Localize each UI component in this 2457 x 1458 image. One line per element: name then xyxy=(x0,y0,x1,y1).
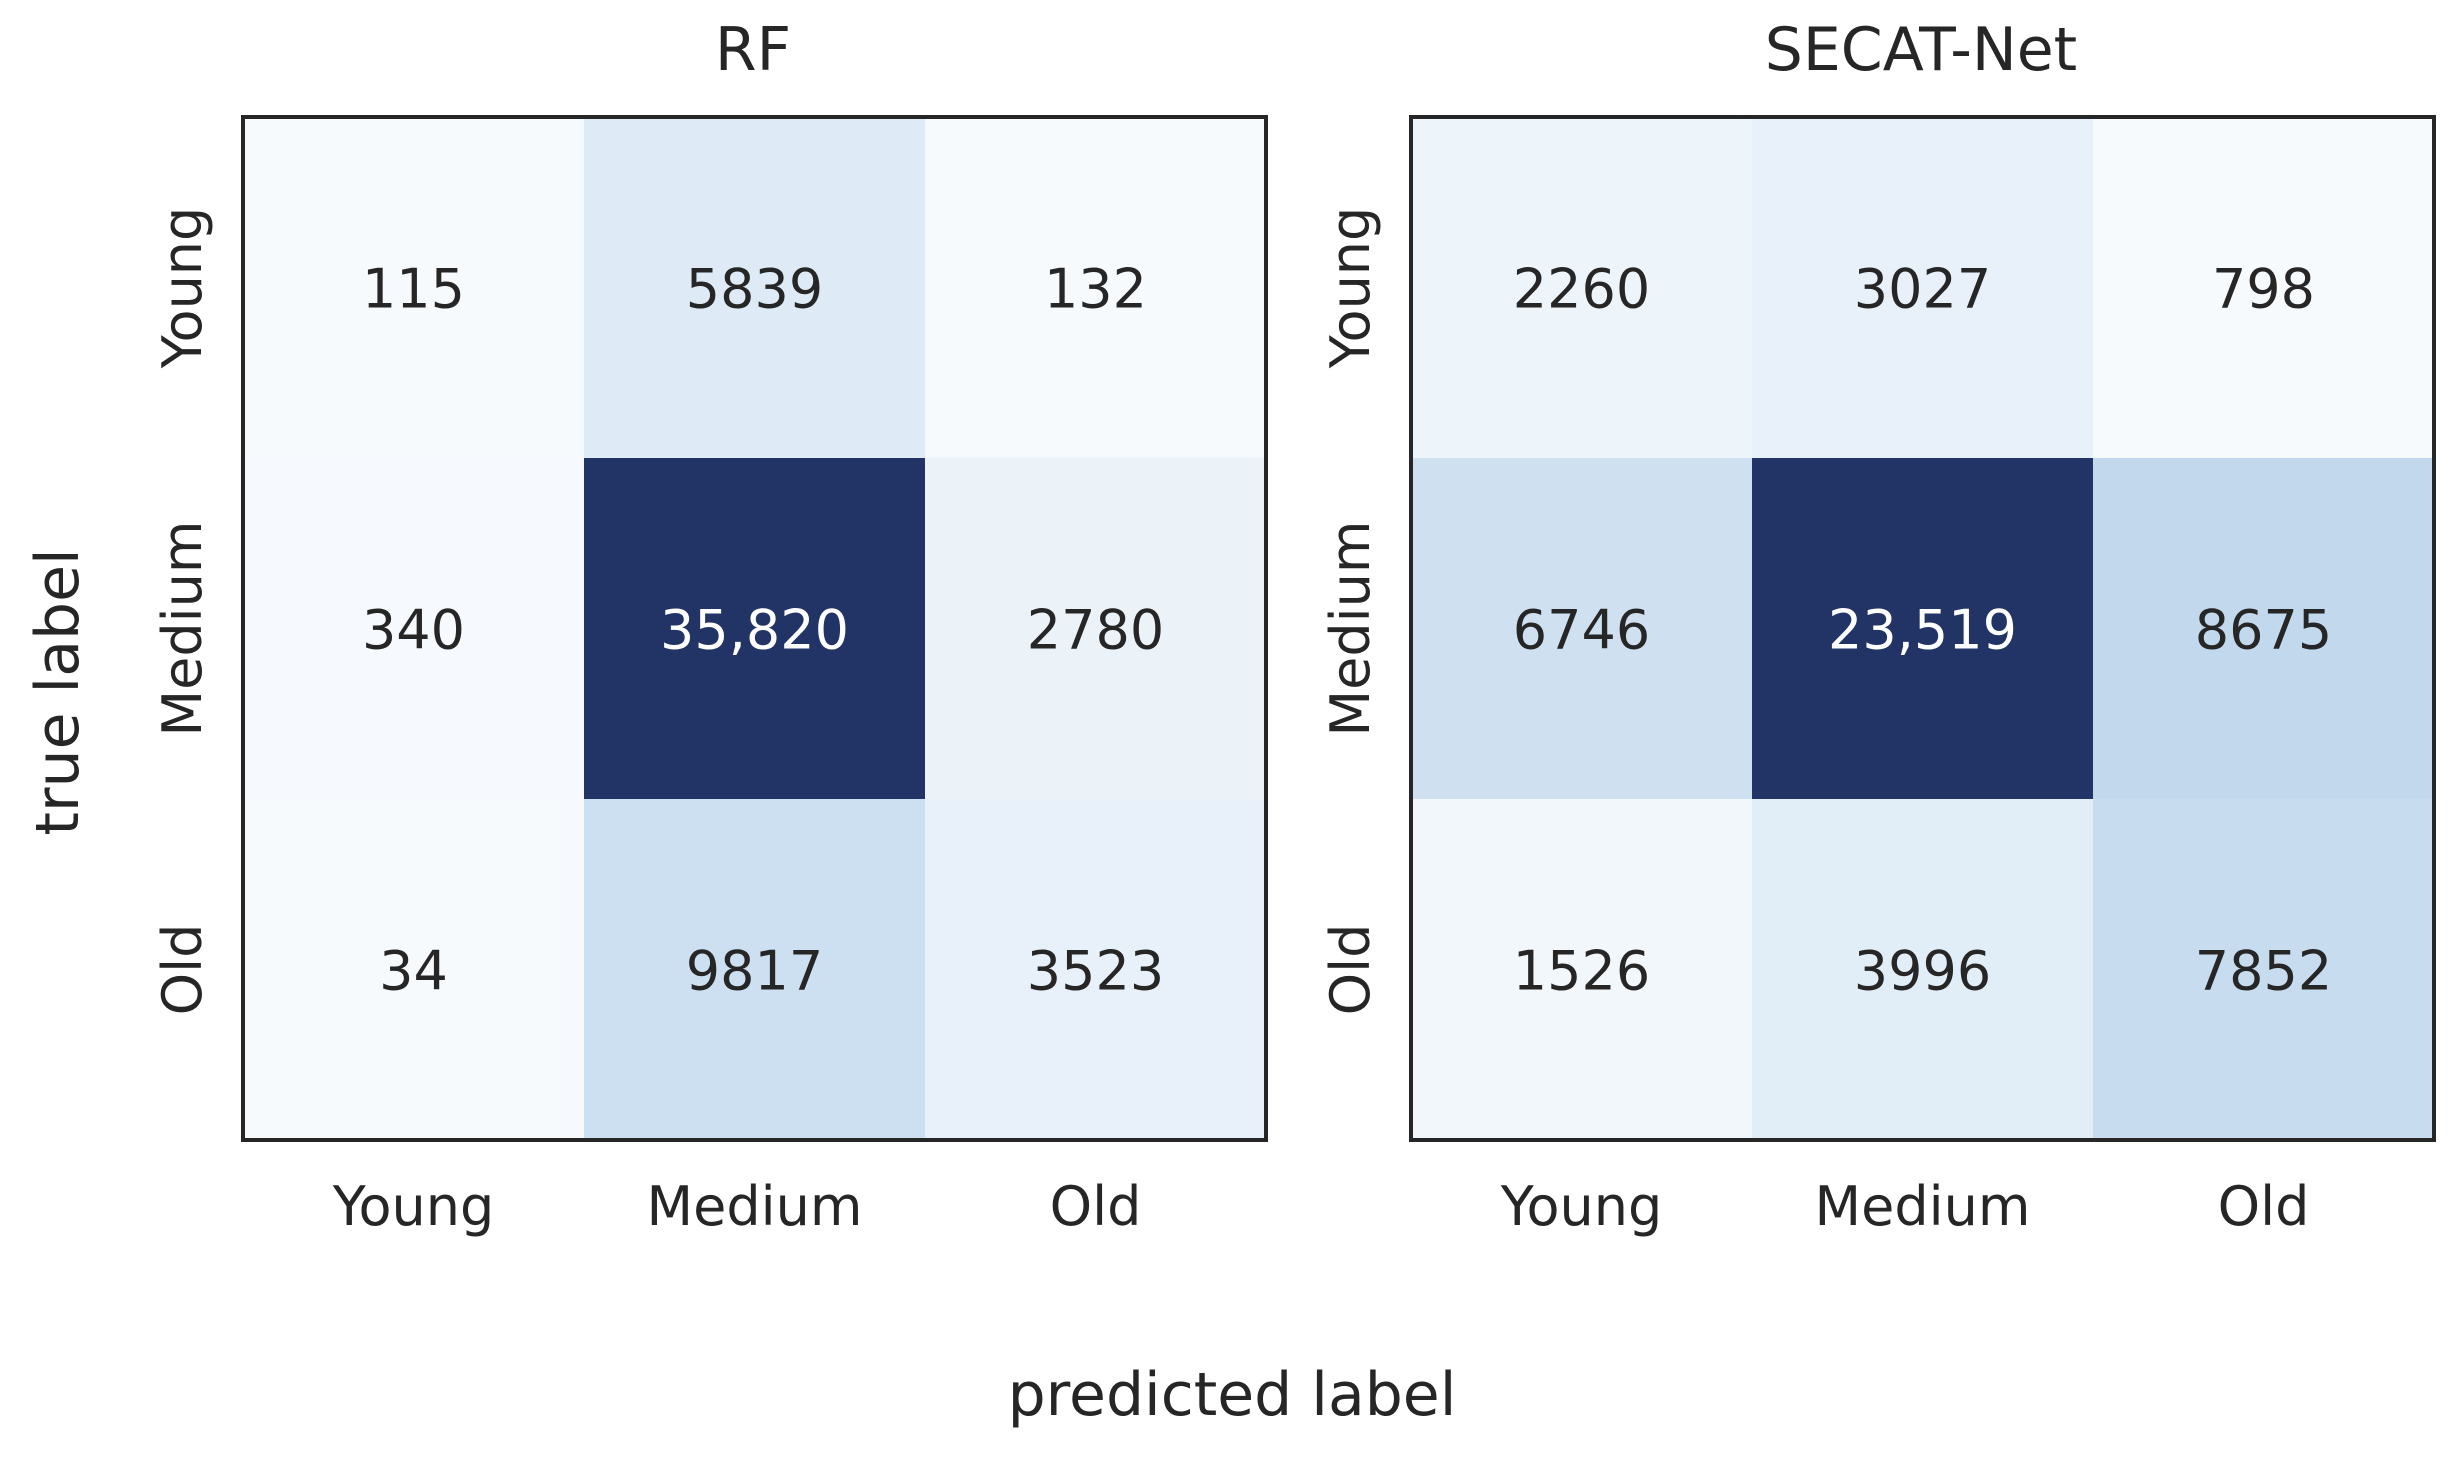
y-tick-label: Young xyxy=(151,207,214,370)
panel-title-rf: RF xyxy=(715,15,791,85)
x-tick-label: Old xyxy=(2218,1175,2310,1238)
heatmap-cell xyxy=(1752,458,2094,800)
cell-value-label: 6746 xyxy=(1513,599,1650,662)
x-tick-label: Medium xyxy=(647,1175,863,1238)
x-axis-label: predicted label xyxy=(1008,1360,1457,1430)
heatmap-cell xyxy=(925,458,1267,800)
cell-value-label: 798 xyxy=(2212,258,2315,321)
cell-value-label: 5839 xyxy=(686,258,823,321)
x-tick-label: Young xyxy=(332,1175,495,1238)
cell-value-label: 132 xyxy=(1044,258,1147,321)
x-tick-label: Old xyxy=(1050,1175,1142,1238)
panel-title-secat-net: SECAT-Net xyxy=(1765,15,2077,85)
cell-value-label: 7852 xyxy=(2195,940,2332,1003)
x-tick-label: Medium xyxy=(1815,1175,2031,1238)
y-tick-label: Young xyxy=(1319,207,1382,370)
heatmap-cell xyxy=(243,458,585,800)
heatmap-cell xyxy=(1752,799,2094,1141)
heatmap-panel-rf: 115 5839 132 340 35,820 2780 34 9817 3523 Young Me… xyxy=(151,115,1268,1238)
heatmap-cell xyxy=(1411,117,1753,459)
heatmap-cell xyxy=(243,117,585,459)
heatmap-cell xyxy=(2093,799,2435,1141)
heatmap-cell xyxy=(584,117,926,459)
y-tick-label: Medium xyxy=(1319,521,1382,737)
heatmap-cell xyxy=(584,458,926,800)
cell-value-label: 2780 xyxy=(1027,599,1164,662)
heatmap-cell xyxy=(1411,799,1753,1141)
heatmap-panel-secat-net: 2260 3027 798 6746 23,519 8675 1526 3996 7852 You… xyxy=(1319,115,2436,1238)
y-axis-label: true label xyxy=(23,548,93,835)
x-tick-label: Young xyxy=(1500,1175,1663,1238)
heatmap-cell xyxy=(584,799,926,1141)
cell-value-label: 34 xyxy=(379,940,448,1003)
heatmap-cell xyxy=(243,799,585,1141)
heatmap-cell xyxy=(925,799,1267,1141)
heatmap-cell xyxy=(1752,117,2094,459)
plot-frame xyxy=(241,115,1268,1142)
cell-value-label: 9817 xyxy=(686,940,823,1003)
cell-value-label: 3996 xyxy=(1854,940,1991,1003)
cell-value-label: 3027 xyxy=(1854,258,1991,321)
heatmap-cell xyxy=(2093,458,2435,800)
heatmap-cell xyxy=(925,117,1267,459)
cell-value-label: 2260 xyxy=(1513,258,1650,321)
cell-value-label: 35,820 xyxy=(660,599,849,662)
heatmap-cell xyxy=(1411,458,1753,800)
cell-value-label: 23,519 xyxy=(1828,599,2017,662)
cell-value-label: 115 xyxy=(362,258,465,321)
y-tick-label: Old xyxy=(1319,924,1382,1016)
cell-value-label: 340 xyxy=(362,599,465,662)
plot-frame xyxy=(1409,115,2436,1142)
y-tick-label: Old xyxy=(151,924,214,1016)
heatmap-cell xyxy=(2093,117,2435,459)
cell-value-label: 1526 xyxy=(1513,940,1650,1003)
y-tick-label: Medium xyxy=(151,521,214,737)
cell-value-label: 3523 xyxy=(1027,940,1164,1003)
cell-value-label: 8675 xyxy=(2195,599,2332,662)
